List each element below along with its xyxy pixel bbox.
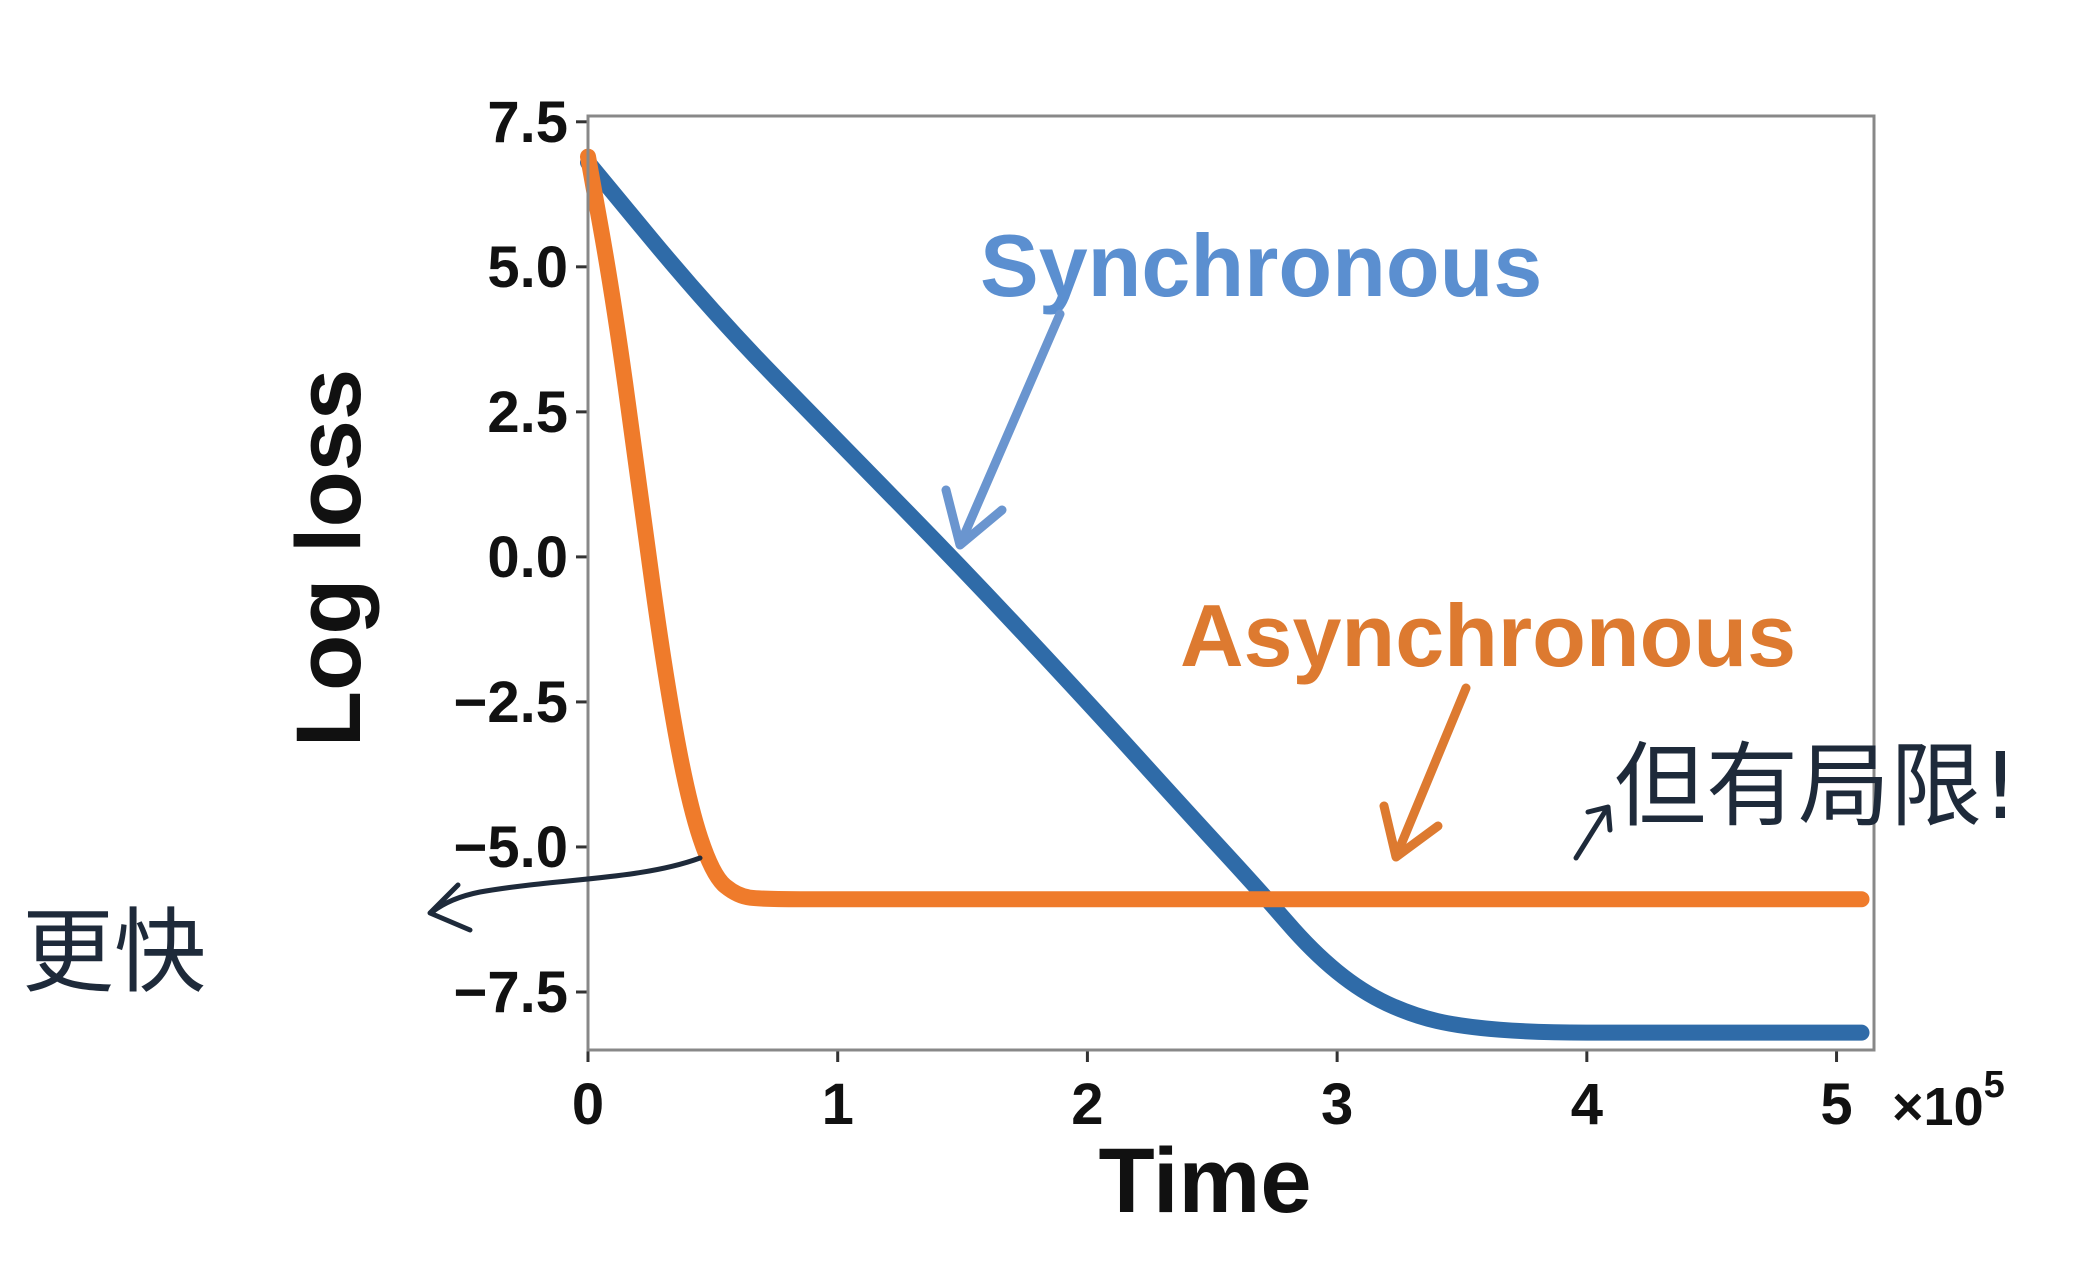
limited-annotation-arrow <box>1573 804 1613 861</box>
y-axis-ticks: 7.5 5.0 2.5 0.0 −2.5 −5.0 −7.5 <box>454 90 588 1025</box>
synchronous-arrow <box>941 309 1065 550</box>
y-tick-label: 5.0 <box>487 235 568 300</box>
y-axis-title: Log loss <box>278 369 380 747</box>
y-tick-label: 7.5 <box>487 90 568 155</box>
series-label-synchronous: Synchronous <box>980 216 1542 315</box>
limited-annotation: 但有局限! <box>1614 733 2019 840</box>
y-tick-label: −2.5 <box>454 670 569 735</box>
x-axis-offset-label: ×105 <box>1892 1064 2005 1137</box>
x-tick-label: 1 <box>822 1072 854 1137</box>
series-line-asynchronous <box>580 148 1870 908</box>
x-tick-label: 4 <box>1571 1072 1603 1137</box>
x-tick-label: 5 <box>1820 1072 1852 1137</box>
faster-annotation: 更快 <box>22 899 206 1006</box>
x-tick-label: 0 <box>572 1072 604 1137</box>
asynchronous-arrow <box>1379 683 1471 862</box>
x-axis-title: Time <box>1098 1130 1311 1232</box>
y-tick-label: 0.0 <box>487 525 568 590</box>
y-tick-label: −7.5 <box>454 960 569 1025</box>
series-layer <box>580 148 1870 1041</box>
x-axis-ticks: 0 1 2 3 4 5 <box>572 1050 1853 1137</box>
x-tick-label: 2 <box>1071 1072 1103 1137</box>
y-tick-label: −5.0 <box>454 815 569 880</box>
series-label-asynchronous: Asynchronous <box>1180 586 1796 685</box>
plot-frame <box>586 114 1876 1052</box>
x-tick-label: 3 <box>1321 1072 1353 1137</box>
faster-annotation-arrow <box>427 855 703 933</box>
y-tick-label: 2.5 <box>487 380 568 445</box>
